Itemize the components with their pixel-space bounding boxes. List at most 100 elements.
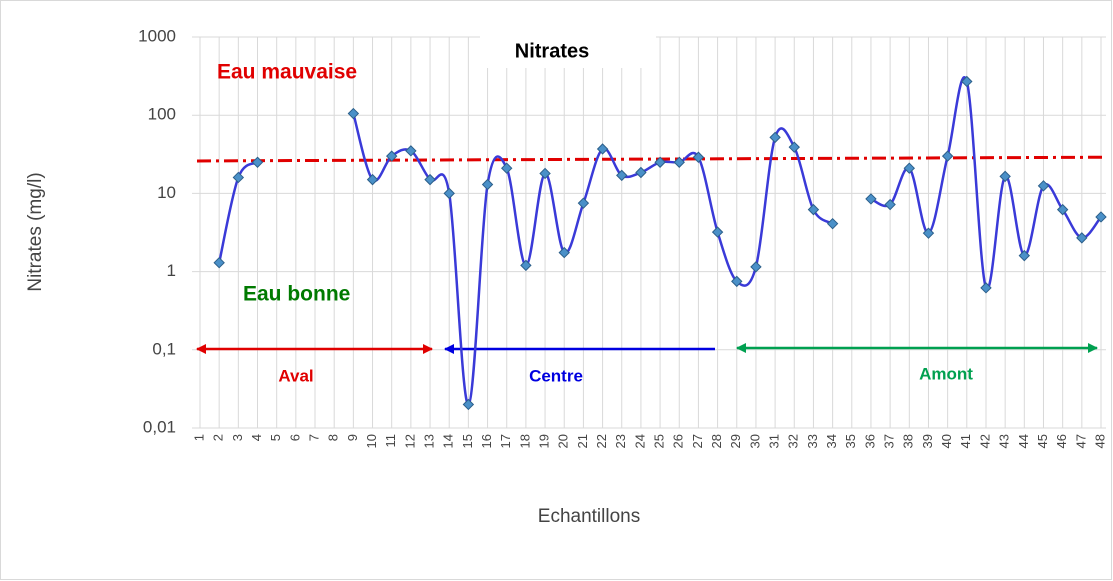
x-tick-label: 33 [805,434,820,448]
x-tick-label: 37 [882,434,897,448]
data-point [826,217,839,230]
x-tick-label: 19 [537,434,552,448]
data-point [941,150,954,162]
data-point [903,162,916,174]
data-point [980,282,992,294]
chart-title: Nitrates [515,40,589,62]
x-tick-label: 47 [1073,434,1088,448]
data-point [922,227,935,239]
y-tick-label: 1 [167,261,176,280]
data-point [385,150,398,162]
data-point [788,141,800,153]
x-tick-label: 44 [1016,434,1031,448]
data-point [443,187,455,200]
data-point [596,143,609,155]
y-tick-label: 0,01 [143,417,176,436]
y-tick-label: 100 [148,105,176,124]
x-tick-label: 14 [441,434,456,448]
data-point [1095,211,1107,223]
data-point [884,198,896,211]
x-tick-label: 9 [345,434,360,441]
x-tick-label: 40 [939,434,954,448]
x-tick-label: 6 [287,434,302,441]
data-point [424,173,436,186]
x-tick-label: 31 [767,434,782,448]
data-point [405,145,417,157]
annotation: Centre [529,366,583,385]
x-tick-label: 34 [824,434,839,448]
data-point [692,151,705,163]
x-tick-label: 4 [249,434,264,441]
annotation: Eau bonne [243,283,350,306]
x-tick-label: 45 [1035,434,1050,448]
x-tick-label: 10 [364,434,379,448]
x-tick-label: 12 [402,434,417,448]
x-tick-label: 48 [1092,434,1107,448]
data-point [654,156,666,168]
x-tick-label: 43 [997,434,1012,448]
data-point [232,171,245,184]
x-tick-label: 3 [230,434,245,441]
data-point [481,178,494,191]
data-point [999,170,1011,183]
data-point [616,169,628,182]
data-line [352,113,834,406]
annotation: Aval [278,366,313,385]
x-tick-label: 46 [1054,434,1069,448]
data-point [769,131,781,144]
y-tick-label: 0,1 [152,339,176,358]
y-axis-label: Nitrates (mg/l) [25,172,46,291]
data-point [1037,180,1050,192]
x-tick-label: 16 [479,434,494,448]
annotation: Amont [919,364,973,383]
x-tick-label: 22 [594,434,609,448]
data-point [539,167,551,180]
data-point [1018,249,1031,262]
data-point [213,256,225,269]
data-point [577,197,590,209]
data-point [366,173,379,186]
x-tick-label: 21 [575,434,590,448]
data-point [1056,203,1069,216]
x-tick-label: 2 [211,434,226,441]
x-tick-label: 13 [421,434,436,448]
data-point [865,193,877,205]
x-tick-label: 8 [326,434,341,441]
x-tick-label: 18 [517,434,532,448]
data-line [870,76,1102,291]
x-tick-label: 7 [306,434,321,441]
title-background [480,28,656,68]
x-tick-label: 39 [920,434,935,448]
data-point [635,166,647,179]
x-tick-label: 27 [690,434,705,448]
data-point [961,75,973,88]
reference-line [196,155,1104,163]
x-tick-label: 11 [383,434,398,448]
y-tick-label: 10 [157,183,176,202]
data-point [558,246,570,259]
x-tick-label: 25 [652,434,667,448]
data-point [711,226,724,238]
data-point [1076,232,1088,244]
data-point [750,261,762,273]
x-tick-label: 23 [613,434,628,448]
data-point [807,203,820,216]
x-tick-label: 30 [747,434,762,448]
x-tick-label: 32 [786,434,801,448]
x-tick-label: 20 [556,434,571,448]
x-tick-label: 29 [728,434,743,448]
x-axis-label: Echantillons [538,506,640,527]
data-point [673,156,685,168]
data-point [347,107,360,120]
x-tick-label: 1 [191,434,206,441]
x-tick-label: 41 [958,434,973,448]
x-tick-label: 26 [671,434,686,448]
data-point [731,275,743,288]
annotation: Eau mauvaise [217,61,357,84]
data-point [462,398,475,411]
y-tick-label: 1000 [138,26,176,45]
x-tick-label: 5 [268,434,283,441]
x-tick-label: 28 [709,434,724,448]
